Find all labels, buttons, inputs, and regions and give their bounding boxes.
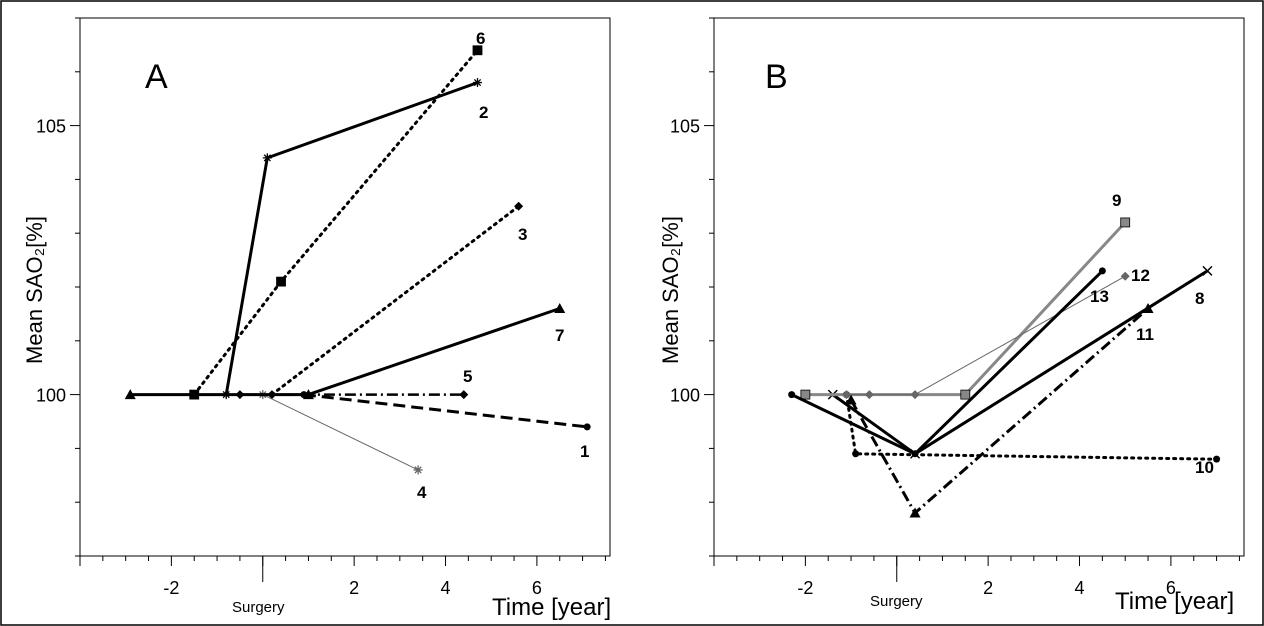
x-axis-label: Time [year] <box>492 594 611 621</box>
y-tick-label: 100 <box>36 386 66 406</box>
x-tick-label: 6 <box>1166 578 1176 598</box>
series-label: 8 <box>1195 289 1204 308</box>
data-point <box>960 389 971 400</box>
data-point <box>909 507 921 518</box>
series-line <box>845 393 1219 461</box>
series-12: 12 <box>842 266 1150 400</box>
data-point <box>459 390 469 400</box>
series-9: 9 <box>800 191 1131 400</box>
series-label: 1 <box>580 442 589 461</box>
data-point <box>1142 303 1154 314</box>
series-line <box>192 48 479 397</box>
x-tick-label: 2 <box>983 578 993 598</box>
series-10: 10 <box>843 391 1221 477</box>
data-point <box>1098 267 1106 275</box>
x-axis-label: Time [year] <box>1115 588 1234 615</box>
x-tick-label: -2 <box>797 578 813 598</box>
plot-area <box>79 17 611 557</box>
data-point <box>911 450 919 458</box>
series-line <box>130 307 561 397</box>
y-tick-label: 105 <box>670 117 700 137</box>
series-label: 5 <box>463 367 472 386</box>
series-11: 11 <box>845 303 1154 518</box>
data-point <box>788 391 796 399</box>
plot-area <box>713 17 1245 557</box>
series-label: 13 <box>1090 287 1109 306</box>
series-line <box>262 394 419 471</box>
series-line <box>831 269 1209 456</box>
data-point <box>472 45 483 56</box>
series-2: 2 <box>221 78 488 400</box>
series-label: 4 <box>417 483 427 502</box>
series-7: 7 <box>124 303 566 400</box>
series-line <box>270 204 521 397</box>
series-label: 3 <box>518 225 527 244</box>
y-tick-label: 100 <box>670 386 700 406</box>
series-label: 9 <box>1112 191 1121 210</box>
surgery-label: Surgery <box>870 593 923 610</box>
series-label: 10 <box>1195 458 1214 477</box>
data-point <box>800 389 811 400</box>
data-point <box>845 394 857 405</box>
data-point <box>514 201 524 211</box>
data-point <box>910 390 920 400</box>
x-tick-label: 6 <box>532 578 542 598</box>
series-1: 1 <box>300 391 591 461</box>
x-tick-label: 2 <box>349 578 359 598</box>
data-point <box>1120 271 1130 281</box>
data-point <box>1120 217 1131 228</box>
series-8: 8 <box>827 265 1213 459</box>
surgery-label: Surgery <box>232 599 285 616</box>
y-axis-label: Mean SAO₂[%] <box>658 216 683 364</box>
data-point <box>864 390 874 400</box>
series-13: 13 <box>788 267 1109 458</box>
data-point <box>262 153 272 163</box>
panel-label: A <box>145 58 168 96</box>
y-axis-label: Mean SAO₂[%] <box>22 216 47 364</box>
panel-a: -2 2 4 6 100 105 Mean SAO₂[%] Time [year] Surger… <box>22 17 611 621</box>
series-label: 2 <box>479 103 488 122</box>
data-point <box>413 465 423 475</box>
x-tick-label: -2 <box>163 578 179 598</box>
series-label: 7 <box>555 326 564 345</box>
x-tick-label: 4 <box>1075 578 1085 598</box>
series-label: 12 <box>1131 266 1150 285</box>
data-point <box>842 390 851 400</box>
series-label: 11 <box>1136 325 1154 344</box>
data-point <box>302 389 314 400</box>
series-3: 3 <box>267 201 527 400</box>
data-point <box>1202 265 1213 276</box>
data-point <box>1213 455 1221 463</box>
series-line <box>846 275 1126 396</box>
panel-b: -2 2 4 6 100 105 Mean SAO₂[%] Time [year] Surger… <box>658 17 1245 615</box>
data-point <box>554 303 566 314</box>
data-point <box>583 423 591 431</box>
data-point <box>124 389 136 400</box>
y-tick-label: 105 <box>36 117 66 137</box>
series-label: 6 <box>476 29 485 48</box>
series-line <box>224 81 479 395</box>
x-tick-label: 4 <box>441 578 451 598</box>
series-line <box>303 393 588 429</box>
data-point <box>473 78 482 88</box>
panel-label: B <box>765 58 788 96</box>
data-point <box>852 450 860 458</box>
series-line <box>849 307 1150 515</box>
data-point <box>276 276 286 287</box>
